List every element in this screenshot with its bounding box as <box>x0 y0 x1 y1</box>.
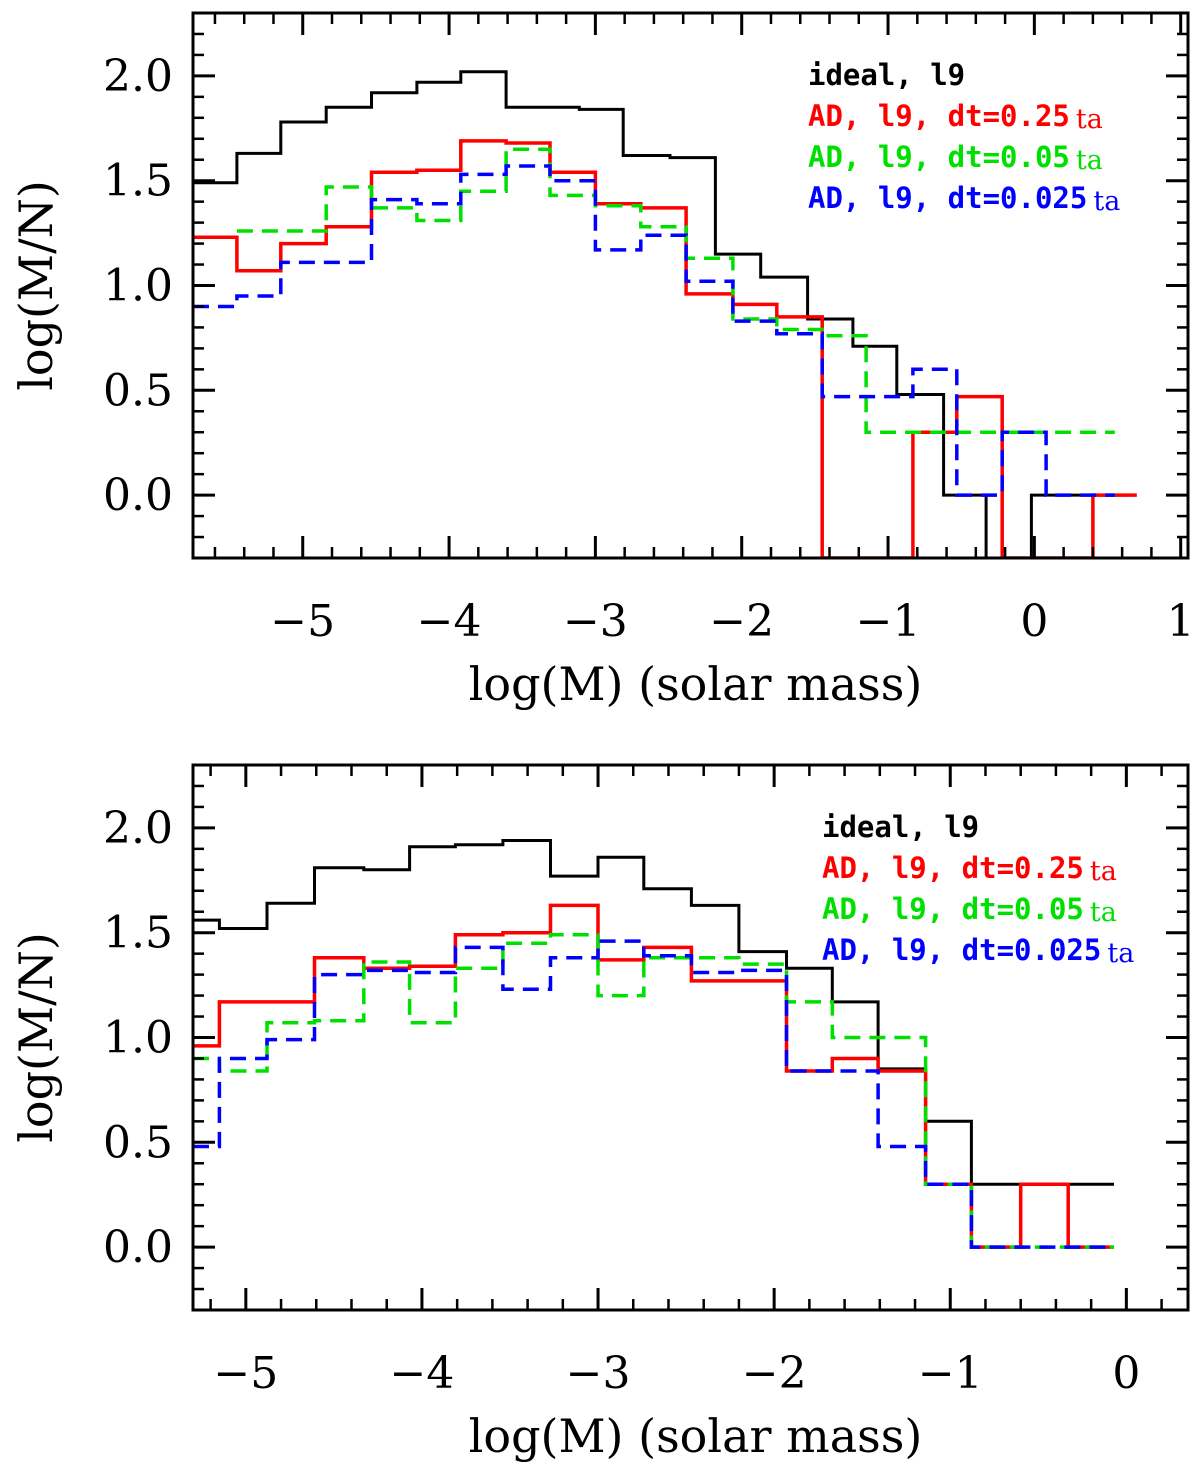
y-tick-label: 2.0 <box>103 803 173 854</box>
series-line-ad-3 <box>193 939 1114 1249</box>
legend-entry-ad-3: AD, l9, dt=0.025 <box>822 933 1101 967</box>
legend-entry-ad-2: AD, l9, dt=0.05 <box>822 892 1084 926</box>
series-line-ad-2 <box>193 933 1114 1249</box>
x-tick-label: −3 <box>563 596 628 647</box>
y-tick-label: 1.0 <box>103 1013 173 1064</box>
plot-frame <box>191 11 1190 560</box>
legend-suffix: ta <box>1076 145 1103 176</box>
x-tick-label: −3 <box>566 1348 631 1399</box>
y-tick-label: 0.0 <box>103 470 173 521</box>
x-tick-label: −1 <box>918 1348 983 1399</box>
legend-entry-ideal: ideal, l9 <box>808 58 965 92</box>
legend-suffix: ta <box>1090 897 1117 928</box>
x-tick-label: −4 <box>390 1348 455 1399</box>
x-tick-label: −5 <box>270 596 335 647</box>
legend-entry-ideal: ideal, l9 <box>822 810 979 844</box>
y-axis-title: log(M∕Ν) <box>9 932 63 1143</box>
series-line-ad-2 <box>236 147 1115 434</box>
series-line-ideal <box>193 70 1123 558</box>
series-line-ideal <box>193 839 1114 1186</box>
legend-suffix: ta <box>1107 938 1134 969</box>
x-tick-label: 0 <box>1020 596 1048 647</box>
legend-entry-ad-3: AD, l9, dt=0.025 <box>808 181 1087 215</box>
plot-frame <box>191 763 1190 1312</box>
series-line-ad-3 <box>193 164 1115 497</box>
x-tick-label: −5 <box>213 1348 278 1399</box>
x-tick-label: −1 <box>856 596 921 647</box>
legend-entry-ad-1: AD, l9, dt=0.25 <box>808 99 1070 133</box>
x-axis-title: log(M) (solar mass) <box>469 657 923 711</box>
legend-entry-ad-2: AD, l9, dt=0.05 <box>808 140 1070 174</box>
y-tick-label: 2.0 <box>103 51 173 102</box>
y-axis-title: log(M∕Ν) <box>9 180 63 391</box>
legend-entry-ad-1: AD, l9, dt=0.25 <box>822 851 1084 885</box>
legend-suffix: ta <box>1093 186 1120 217</box>
y-tick-label: 0.5 <box>103 1117 173 1168</box>
legend-suffix: ta <box>1090 856 1117 887</box>
legend-suffix: ta <box>1076 104 1103 135</box>
y-tick-label: 0.5 <box>103 365 173 416</box>
y-tick-label: 1.5 <box>103 156 173 207</box>
x-tick-label: −4 <box>417 596 482 647</box>
y-tick-label: 0.0 <box>103 1222 173 1273</box>
chart-panel-bottom: −5 −4 −3 −2 −1 0 0.0 0.5 1.0 1.5 2.0 log(M) (solar … <box>9 763 1190 1463</box>
chart-panel-top: −5 −4 −3 −2 −1 0 1 0.0 0.5 1.0 1.5 2.0 log(M) (solar… <box>9 11 1195 711</box>
x-tick-label: 0 <box>1112 1348 1140 1399</box>
x-axis-title: log(M) (solar mass) <box>469 1409 923 1463</box>
x-tick-label: 1 <box>1167 596 1195 647</box>
y-tick-label: 1.0 <box>103 261 173 312</box>
x-tick-label: −2 <box>709 596 774 647</box>
x-tick-label: −2 <box>742 1348 807 1399</box>
y-tick-label: 1.5 <box>103 908 173 959</box>
